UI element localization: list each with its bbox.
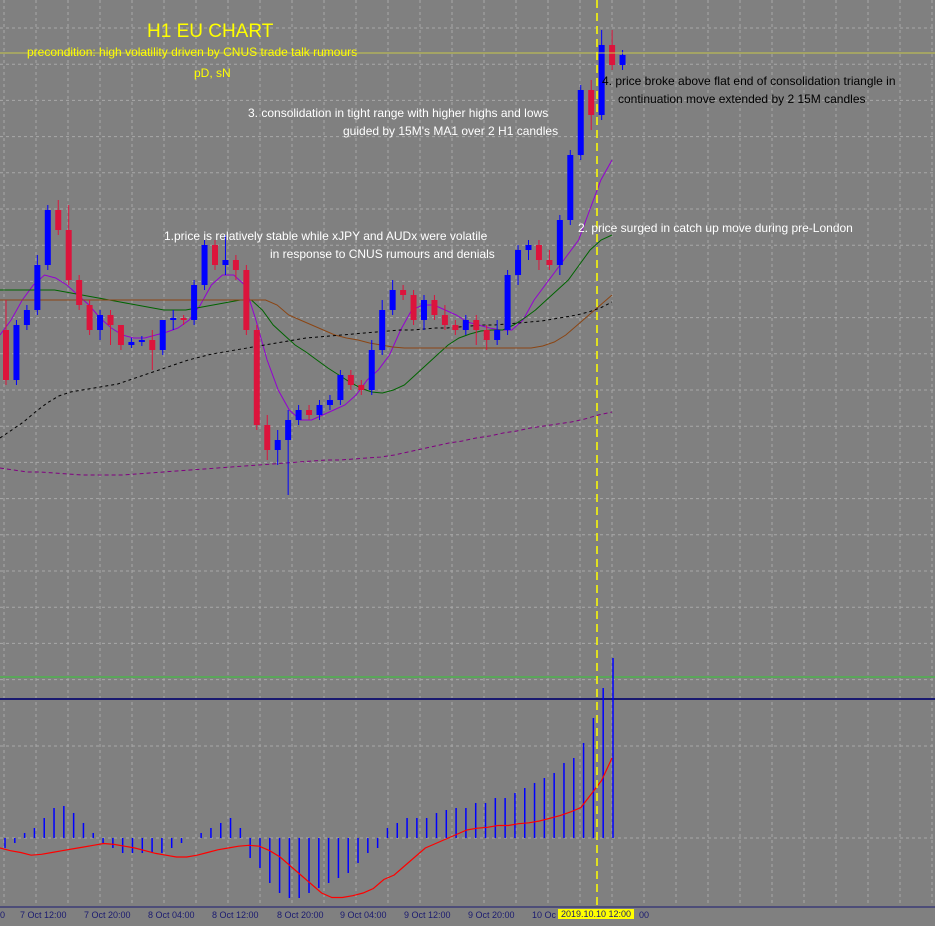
candle-body	[535, 245, 542, 260]
candle-body	[97, 315, 104, 330]
candle-body	[3, 330, 9, 380]
candle-body	[379, 310, 386, 350]
candle-body	[264, 425, 271, 450]
candle-body	[232, 260, 239, 270]
candle-body	[525, 245, 532, 250]
candle-body	[473, 320, 480, 330]
annotation-1-line-2: in response to CNUS rumours and denials	[270, 247, 495, 261]
annotation-4-line-2: continuation move extended by 2 15M cand…	[618, 92, 866, 106]
candle-body	[400, 290, 407, 295]
annotation-2: 2. price surged in catch up move during …	[578, 221, 853, 235]
candle-body	[253, 330, 260, 425]
candle-body	[23, 310, 30, 325]
candle-body	[170, 318, 177, 320]
candle-body	[556, 220, 563, 265]
candle-body	[295, 410, 302, 420]
x-tick-label: 8 Oct 20:00	[277, 910, 324, 920]
candle-body	[389, 290, 396, 310]
candle-body	[44, 210, 51, 265]
moving-average-line	[0, 159, 613, 421]
candle-body	[368, 350, 375, 390]
moving-average-line	[0, 294, 613, 349]
candle-body	[452, 325, 459, 330]
x-tick-label: 9 Oct 04:00	[340, 910, 387, 920]
candle-body	[577, 90, 584, 155]
candle-body	[337, 375, 344, 400]
candle-body	[546, 260, 553, 265]
candle-body	[431, 300, 438, 315]
candle-body	[483, 330, 490, 340]
x-tick-label: 8 Oct 04:00	[148, 910, 195, 920]
candle-body	[588, 90, 595, 115]
candle-body	[410, 295, 417, 320]
candle-body	[316, 405, 323, 415]
candle-body	[504, 275, 511, 330]
candle-body	[34, 265, 41, 310]
candle-body	[619, 55, 626, 65]
moving-average-line	[0, 301, 613, 439]
candle-body	[138, 340, 145, 342]
candle-body	[274, 440, 281, 450]
candle-body	[243, 270, 250, 330]
candle-body	[567, 155, 574, 220]
x-tick-label: 9 Oct 20:00	[468, 910, 515, 920]
candle-body	[515, 250, 522, 275]
candle-body	[180, 318, 187, 320]
x-tick-label: 7 Oct 12:00	[20, 910, 67, 920]
annotation-4-line-1: 4. price broke above flat end of consoli…	[602, 74, 896, 88]
candle-body	[326, 400, 333, 405]
candle-body	[149, 340, 156, 350]
x-axis-edge-right: 00	[639, 910, 650, 920]
candle-body	[55, 210, 62, 230]
candle-body	[212, 245, 218, 265]
candle-body	[285, 420, 292, 440]
candle-body	[128, 342, 135, 345]
tags-text: pD, sN	[194, 66, 231, 80]
candle-body	[609, 45, 616, 65]
candle-body	[462, 320, 469, 330]
moving-average-line	[0, 411, 613, 476]
candle-body	[13, 325, 20, 380]
macd-panel	[0, 658, 614, 899]
candle-body	[107, 315, 114, 325]
x-axis-edge-left: 0	[0, 910, 6, 920]
annotation-3-line-2: guided by 15M's MA1 over 2 H1 candles	[343, 124, 559, 138]
annotation-3-line-1: 3. consolidation in tight range with hig…	[248, 106, 549, 120]
candle-body	[494, 330, 501, 340]
macd-signal-line	[0, 757, 613, 899]
candle-body	[358, 385, 365, 390]
chart-title: H1 EU CHART	[147, 21, 274, 42]
candle-body	[86, 305, 93, 330]
candle-body	[421, 300, 427, 320]
cursor-time-label: 2019.10.10 12:00	[558, 909, 635, 919]
candle-body	[598, 45, 605, 115]
candlesticks	[3, 30, 626, 495]
candle-body	[117, 325, 124, 345]
candle-body	[441, 315, 448, 325]
candle-body	[191, 285, 198, 320]
x-tick-label: 7 Oct 20:00	[84, 910, 131, 920]
precondition-text: precondition: high volatility driven by …	[27, 45, 358, 59]
x-tick-label: 9 Oct 12:00	[404, 910, 451, 920]
candle-body	[76, 280, 83, 305]
candle-body	[347, 375, 354, 385]
candle-body	[65, 230, 72, 280]
candle-body	[222, 260, 229, 265]
chart-grid	[0, 0, 935, 905]
x-tick-label: 10 Oc	[532, 910, 557, 920]
x-tick-label: 8 Oct 12:00	[212, 910, 259, 920]
candle-body	[201, 245, 208, 285]
annotation-1-line-1: 1.price is relatively stable while xJPY …	[164, 229, 488, 243]
candle-body	[159, 320, 166, 350]
candle-body	[306, 410, 313, 415]
